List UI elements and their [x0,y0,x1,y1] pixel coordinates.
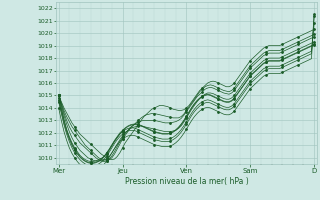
X-axis label: Pression niveau de la mer( hPa ): Pression niveau de la mer( hPa ) [124,177,248,186]
